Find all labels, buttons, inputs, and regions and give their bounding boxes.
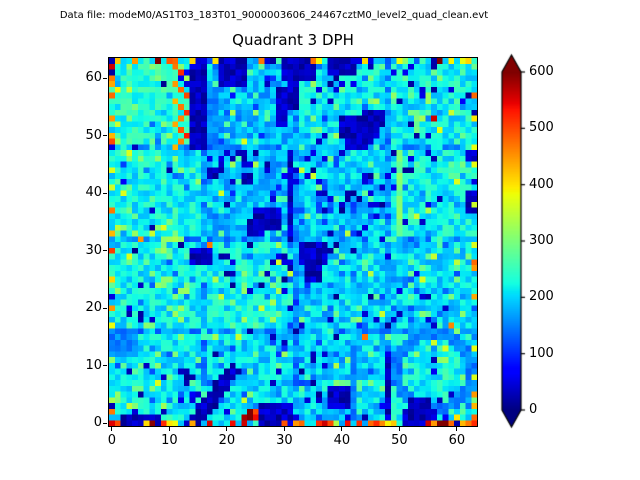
y-tick-mark — [103, 307, 107, 309]
y-tick-label: 60 — [85, 70, 102, 86]
x-tick-label: 10 — [161, 433, 178, 448]
data-file-label: Data file: modeM0/AS1T03_183T01_90000036… — [59, 10, 489, 21]
colorbar-tick-label: 100 — [529, 345, 554, 361]
heatmap-canvas — [109, 58, 477, 426]
x-tick-mark — [341, 427, 343, 431]
colorbar-tick-label: 600 — [529, 64, 554, 79]
x-tick-mark — [111, 427, 113, 431]
y-tick-label: 30 — [85, 242, 102, 258]
x-tick-mark — [283, 427, 285, 431]
y-tick-mark — [103, 365, 107, 367]
y-tick-mark — [103, 135, 107, 137]
x-tick-label: 60 — [448, 433, 466, 448]
y-tick-mark — [103, 192, 107, 194]
x-tick-mark — [398, 427, 400, 431]
chart-title: Quadrant 3 DPH — [232, 31, 354, 49]
colorbar-tick-label: 400 — [529, 176, 554, 192]
y-tick-label: 40 — [85, 185, 102, 201]
y-tick-label: 0 — [93, 415, 102, 431]
x-tick-mark — [456, 427, 458, 431]
colorbar-tick-label: 0 — [529, 402, 538, 417]
x-tick-label: 40 — [333, 433, 351, 448]
y-tick-label: 10 — [85, 357, 102, 373]
colorbar-tick-label: 300 — [529, 233, 554, 248]
colorbar-tick-label: 500 — [529, 120, 554, 136]
colorbar-tick-label: 200 — [529, 289, 554, 305]
y-tick-label: 50 — [85, 127, 102, 143]
x-tick-label: 20 — [218, 433, 236, 448]
y-tick-mark — [103, 77, 107, 79]
heatmap-plot-area — [108, 57, 478, 427]
x-tick-label: 50 — [391, 433, 408, 448]
x-tick-mark — [226, 427, 228, 431]
x-tick-label: 0 — [107, 433, 117, 448]
y-tick-label: 20 — [85, 300, 102, 316]
colorbar — [496, 50, 556, 440]
x-tick-label: 30 — [276, 433, 293, 448]
y-tick-mark — [103, 422, 107, 424]
x-tick-mark — [168, 427, 170, 431]
y-tick-mark — [103, 250, 107, 252]
